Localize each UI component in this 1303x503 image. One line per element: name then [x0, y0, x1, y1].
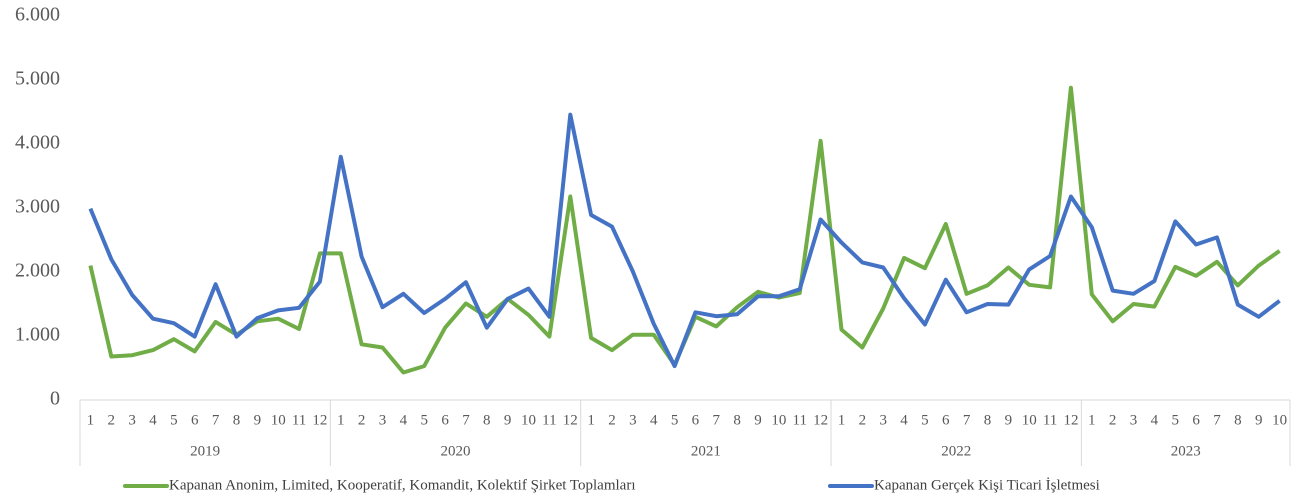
x-tick-label: 1 [1088, 412, 1096, 428]
x-tick-label: 10 [1022, 412, 1037, 428]
y-tick-label: 0 [50, 388, 60, 410]
x-tick-label: 5 [420, 412, 428, 428]
x-tick-label: 8 [483, 412, 491, 428]
x-tick-label: 5 [170, 412, 178, 428]
x-tick-label: 9 [1005, 412, 1013, 428]
x-tick-label: 9 [754, 412, 762, 428]
x-tick-label: 6 [191, 412, 199, 428]
x-tick-label: 10 [271, 412, 286, 428]
x-tick-label: 7 [462, 412, 470, 428]
y-tick-label: 2.000 [15, 260, 60, 282]
x-tick-label: 2 [358, 412, 366, 428]
x-tick-label: 12 [563, 412, 578, 428]
x-tick-label: 4 [149, 412, 157, 428]
x-tick-label: 10 [1272, 412, 1287, 428]
group-label: 2021 [691, 443, 721, 459]
x-tick-label: 3 [629, 412, 637, 428]
y-tick-label: 5.000 [15, 68, 60, 90]
group-label: 2023 [1171, 443, 1201, 459]
x-tick-label: 5 [921, 412, 929, 428]
x-tick-label: 12 [312, 412, 327, 428]
x-tick-label: 6 [1192, 412, 1200, 428]
y-tick-label: 3.000 [15, 196, 60, 218]
x-tick-label: 4 [400, 412, 408, 428]
legend-label: Kapanan Anonim, Limited, Kooperatif, Kom… [169, 477, 636, 493]
x-tick-label: 3 [379, 412, 387, 428]
x-tick-label: 11 [542, 412, 556, 428]
x-tick-label: 9 [1255, 412, 1263, 428]
x-tick-label: 3 [1130, 412, 1138, 428]
x-tick-label: 8 [1234, 412, 1242, 428]
x-tick-label: 6 [441, 412, 449, 428]
x-tick-label: 5 [1172, 412, 1180, 428]
x-tick-label: 1 [838, 412, 846, 428]
x-tick-label: 1 [587, 412, 595, 428]
x-tick-label: 1 [337, 412, 345, 428]
x-tick-label: 11 [793, 412, 807, 428]
y-tick-label: 4.000 [15, 132, 60, 154]
x-tick-label: 7 [963, 412, 971, 428]
x-tick-label: 11 [1043, 412, 1057, 428]
x-tick-label: 3 [879, 412, 887, 428]
group-label: 2020 [441, 443, 471, 459]
x-tick-label: 6 [692, 412, 700, 428]
x-tick-label: 9 [504, 412, 512, 428]
series-line [88, 112, 1281, 369]
x-tick-label: 8 [233, 412, 241, 428]
x-tick-label: 4 [900, 412, 908, 428]
x-tick-label: 2 [1109, 412, 1117, 428]
legend-label: Kapanan Gerçek Kişi Ticari İşletmesi [874, 477, 1100, 493]
x-tick-label: 4 [650, 412, 658, 428]
x-tick-label: 3 [128, 412, 136, 428]
x-tick-label: 1 [87, 412, 95, 428]
x-tick-label: 7 [713, 412, 721, 428]
x-tick-label: 4 [1151, 412, 1159, 428]
x-tick-label: 8 [733, 412, 741, 428]
x-tick-label: 10 [521, 412, 536, 428]
y-tick-label: 6.000 [15, 4, 60, 26]
group-label: 2019 [190, 443, 220, 459]
x-tick-label: 5 [671, 412, 679, 428]
x-tick-label: 2 [108, 412, 116, 428]
x-tick-label: 2 [859, 412, 867, 428]
x-tick-label: 12 [1063, 412, 1078, 428]
y-tick-label: 1.000 [15, 324, 60, 346]
x-tick-label: 7 [212, 412, 220, 428]
x-tick-label: 9 [254, 412, 262, 428]
x-tick-label: 12 [813, 412, 828, 428]
x-tick-label: 6 [942, 412, 950, 428]
x-tick-label: 11 [292, 412, 306, 428]
group-label: 2022 [941, 443, 971, 459]
x-tick-label: 8 [984, 412, 992, 428]
x-tick-label: 7 [1213, 412, 1221, 428]
series-line [88, 85, 1281, 375]
x-tick-label: 2 [608, 412, 616, 428]
x-tick-label: 10 [771, 412, 786, 428]
